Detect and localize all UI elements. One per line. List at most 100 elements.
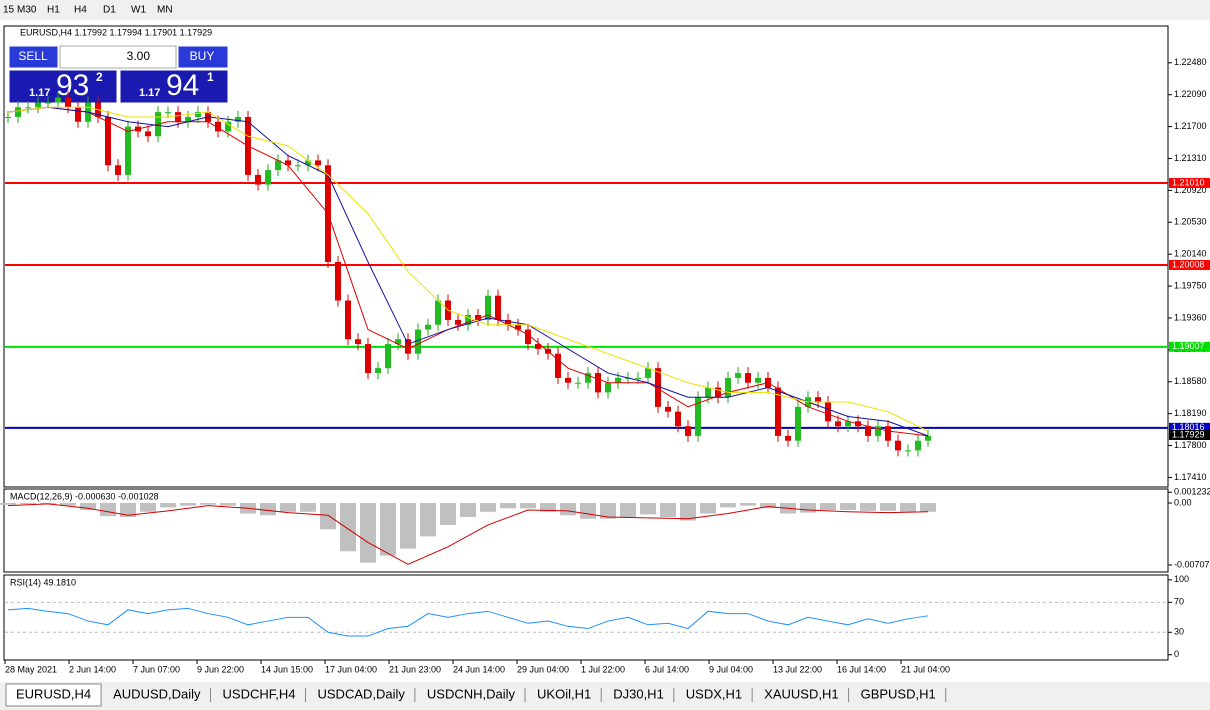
timeframe-button[interactable]: W1 xyxy=(131,5,146,16)
timeframe-button[interactable]: 15 xyxy=(3,5,15,16)
candle xyxy=(655,368,661,407)
candle xyxy=(495,295,501,320)
moving-average xyxy=(7,106,929,437)
candle xyxy=(485,295,491,320)
timeframe-button[interactable]: M30 xyxy=(17,5,37,16)
macd-bar xyxy=(880,503,896,511)
macd-bar xyxy=(620,503,636,518)
candle xyxy=(145,131,151,137)
level-label: 1.20008 xyxy=(1172,259,1205,269)
y-tick-label: 30 xyxy=(1174,627,1184,637)
macd-bar xyxy=(740,503,756,506)
macd-bar xyxy=(480,503,496,512)
y-tick-label: 1.17800 xyxy=(1174,440,1207,450)
sell-pips: 93 xyxy=(56,69,89,102)
buy-button[interactable] xyxy=(177,45,229,69)
candle xyxy=(465,315,471,325)
timeframe-button[interactable]: H4 xyxy=(74,5,87,16)
candle xyxy=(865,426,871,436)
chart-tab[interactable]: AUDUSD,Daily xyxy=(113,686,201,701)
y-tick-label: 0.001232 xyxy=(1174,487,1210,497)
macd-bar xyxy=(580,503,596,519)
buy-pips: 94 xyxy=(166,69,199,102)
level-label: 1.19007 xyxy=(1172,341,1205,351)
candle xyxy=(255,174,261,185)
candle xyxy=(815,397,821,403)
y-tick-label: 1.20920 xyxy=(1174,185,1207,195)
chart-tab[interactable]: EURUSD,H4 xyxy=(16,686,91,701)
lot-input[interactable] xyxy=(59,45,177,69)
macd-bar xyxy=(220,503,236,506)
level-label: 1.18016 xyxy=(1172,422,1205,432)
macd-bar xyxy=(500,503,516,509)
macd-bar xyxy=(800,503,816,513)
macd-bar xyxy=(0,503,16,505)
macd-bar xyxy=(540,503,556,512)
current-price-bg xyxy=(1169,429,1210,440)
candle xyxy=(695,397,701,436)
x-tick-label: 17 Jun 04:00 xyxy=(325,664,377,674)
macd-bar xyxy=(900,503,916,512)
candle xyxy=(615,377,621,383)
candle xyxy=(525,329,531,345)
candle xyxy=(45,102,51,104)
candle xyxy=(755,377,761,383)
macd-bar xyxy=(840,503,856,511)
candle xyxy=(425,324,431,330)
y-tick-label: 1.20530 xyxy=(1174,217,1207,227)
candle xyxy=(105,116,111,166)
candle xyxy=(455,319,461,325)
sell-button[interactable] xyxy=(8,45,59,69)
sell-fraction: 2 xyxy=(96,70,103,84)
x-tick-label: 9 Jun 22:00 xyxy=(197,664,244,674)
candle xyxy=(35,102,41,108)
macd-bar xyxy=(520,503,536,509)
candle xyxy=(295,165,301,167)
candle xyxy=(5,116,11,118)
sell-price-box[interactable] xyxy=(8,69,118,104)
buy-big: 1.17 xyxy=(139,87,160,99)
chart-tab[interactable]: USDCNH,Daily xyxy=(427,686,516,701)
chart-tab[interactable]: XAUUSD,H1 xyxy=(764,686,838,701)
timeframe-button[interactable]: D1 xyxy=(103,5,116,16)
chart-tab[interactable]: GBPUSD,H1 xyxy=(861,686,936,701)
chart-tab[interactable]: USDCAD,Daily xyxy=(318,686,406,701)
candle xyxy=(885,426,891,441)
timeframe-button[interactable]: H1 xyxy=(47,5,60,16)
y-tick-label: 1.20140 xyxy=(1174,249,1207,259)
candle xyxy=(505,319,511,325)
x-tick-label: 21 Jun 23:00 xyxy=(389,664,441,674)
chart-tab[interactable]: USDX,H1 xyxy=(686,686,742,701)
macd-bar xyxy=(600,503,616,519)
candle xyxy=(125,126,131,175)
y-tick-label: 0 xyxy=(1174,649,1179,659)
candle xyxy=(375,368,381,374)
chart-tab[interactable]: DJ30,H1 xyxy=(613,686,664,701)
timeframe-button[interactable]: MN xyxy=(157,5,173,16)
macd-bar xyxy=(460,503,476,518)
chart-tab[interactable]: UKOil,H1 xyxy=(537,686,591,701)
y-tick-label: 1.21700 xyxy=(1174,121,1207,131)
candle xyxy=(675,411,681,427)
y-tick-label: -0.00707 xyxy=(1174,559,1210,569)
macd-bar xyxy=(760,503,776,509)
current-price-label: 1.17929 xyxy=(1172,429,1205,439)
candle xyxy=(665,406,671,412)
candle xyxy=(345,300,351,340)
macd-bar xyxy=(440,503,456,525)
buy-price-box[interactable] xyxy=(119,69,229,104)
chart-header: EURUSD,H4 1.17992 1.17994 1.17901 1.1792… xyxy=(20,27,212,37)
candle xyxy=(705,387,711,398)
candle xyxy=(875,426,881,436)
chart-tab[interactable]: USDCHF,H4 xyxy=(223,686,296,701)
candle xyxy=(535,344,541,349)
candle xyxy=(515,324,521,330)
x-tick-label: 24 Jun 14:00 xyxy=(453,664,505,674)
candle xyxy=(175,112,181,122)
macd-bar xyxy=(820,503,836,511)
candle xyxy=(795,406,801,441)
x-tick-label: 29 Jun 04:00 xyxy=(517,664,569,674)
sell-big: 1.17 xyxy=(29,87,50,99)
candle xyxy=(565,377,571,383)
